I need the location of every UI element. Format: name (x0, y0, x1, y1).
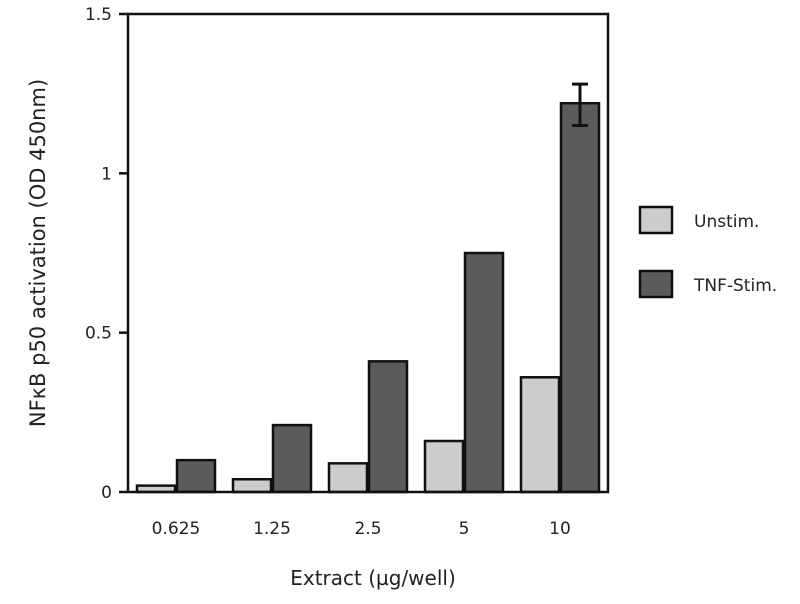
y-tick-label: 0.5 (85, 324, 112, 344)
bar-tnf-stim-0.625 (175, 458, 217, 494)
x-tick-label: 5 (459, 519, 470, 539)
y-axis-label: NFκB p50 activation (OD 450nm) (26, 79, 50, 427)
bar-tnf-stim-2.5 (367, 360, 409, 494)
bar-tnf-stim-5 (463, 251, 505, 494)
bar-unstim-10 (519, 376, 561, 494)
bar-unstim-5 (423, 439, 465, 494)
x-tick-label: 1.25 (253, 519, 291, 539)
x-tick-label: 2.5 (354, 519, 381, 539)
x-tick-label: 10 (549, 519, 571, 539)
bar-tnf-stim-1.25 (271, 423, 313, 494)
bar-unstim-1.25 (231, 478, 273, 494)
legend-swatch-unstim (638, 205, 674, 235)
x-tick-label: 0.625 (152, 519, 201, 539)
plot-frame (126, 12, 610, 494)
y-tick-label: 1 (101, 164, 112, 184)
legend-swatch-tnf-stim (638, 269, 674, 299)
bar-unstim-2.5 (327, 462, 369, 494)
axes: 0.625 1.25 2.5 5 10 0 0.5 1 1.5 (85, 5, 610, 539)
y-tick-label: 0 (101, 483, 112, 503)
legend-label-unstim: Unstim. (694, 212, 759, 232)
plot-area (135, 82, 601, 494)
legend: Unstim. TNF-Stim. (638, 205, 777, 299)
bar-tnf-stim-10 (559, 101, 601, 494)
x-axis-label: Extract (µg/well) (290, 566, 456, 590)
y-tick-label: 1.5 (85, 5, 112, 25)
legend-label-tnf-stim: TNF-Stim. (693, 276, 777, 296)
